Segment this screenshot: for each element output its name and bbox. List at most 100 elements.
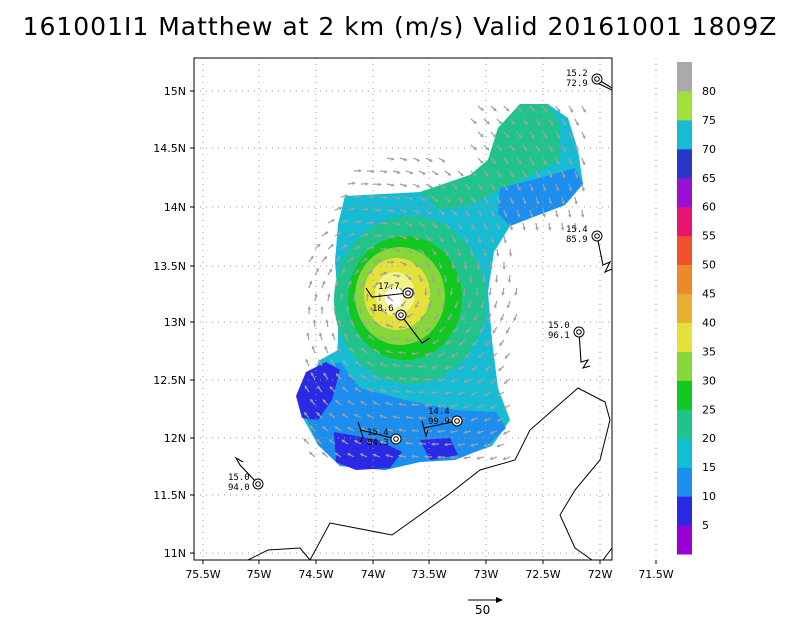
wind-vector-head — [322, 399, 327, 403]
wind-vector-head — [347, 426, 351, 431]
map-frame — [193, 57, 613, 561]
wind-vector-head — [504, 187, 508, 191]
wind-vector-head — [360, 374, 365, 378]
wind-vector-head — [424, 429, 428, 433]
colorbar-swatch — [677, 90, 692, 121]
wind-vector-head — [529, 213, 534, 218]
colorbar-swatch — [677, 322, 692, 352]
wind-vector-head — [391, 157, 395, 161]
station-circle — [402, 287, 414, 299]
wind-vector-head — [487, 317, 491, 321]
wind-vector-head — [492, 134, 497, 138]
wind-vector-head — [411, 428, 415, 433]
wind-vector-head — [305, 359, 309, 363]
wind-vector-head — [504, 355, 509, 359]
colorbar-label: 50 — [702, 259, 716, 272]
wind-vector-head — [385, 401, 389, 406]
wind-vector-head — [316, 243, 321, 248]
wind-vector-head — [431, 442, 435, 446]
wind-vector-head — [342, 269, 346, 273]
wind-vector-head — [324, 231, 329, 235]
wind-vector-head — [443, 279, 448, 283]
station-dot — [405, 290, 411, 296]
wind-vector-head — [477, 239, 482, 244]
wind-vector-head — [325, 319, 330, 323]
wind-vector-head — [341, 413, 346, 417]
wind-vector-head — [479, 329, 483, 334]
wind-vector-head — [549, 174, 553, 178]
wind-vector-head — [498, 121, 503, 125]
wind-vector-head — [351, 232, 355, 236]
wind-vector-head — [480, 107, 484, 111]
wind-vector-head — [497, 392, 502, 397]
wind-vector-head — [567, 214, 572, 218]
wind-vector-head — [562, 122, 566, 126]
wind-vector-head — [517, 187, 521, 191]
wind-vector-head — [581, 161, 586, 165]
wind-vector-head — [549, 148, 553, 152]
wind-vector-head — [481, 279, 486, 283]
wind-vector-head — [377, 258, 382, 263]
wind-vector-head — [560, 227, 565, 231]
wind-vector-head — [358, 220, 362, 224]
wind-vector-head — [491, 186, 496, 191]
wind-vector-head — [391, 234, 395, 239]
wind-vector-head — [450, 378, 455, 383]
wind-vector-head — [441, 211, 445, 216]
wind-vector-head — [409, 223, 413, 227]
wind-vector-head — [304, 412, 308, 416]
wind-vector-head — [409, 197, 413, 201]
wind-vector-head — [458, 225, 463, 230]
wind-vector-head — [464, 379, 468, 383]
wind-vector-head — [524, 147, 528, 152]
wind-vector-head — [478, 213, 482, 217]
wind-vector-head — [561, 201, 565, 205]
wind-vector-head — [403, 262, 407, 266]
lat-tick-label: 12N — [164, 432, 186, 445]
wind-vector-head — [441, 185, 445, 189]
wind-vector-head — [536, 174, 540, 178]
wind-vector-head — [356, 334, 360, 338]
wind-vector-head — [397, 273, 401, 278]
wind-vector-head — [557, 108, 561, 113]
wind-vector-head — [315, 268, 319, 272]
lon-tick-label: 74.5W — [298, 568, 333, 581]
station-dot — [594, 76, 600, 82]
station-speed: 14.4 — [428, 407, 450, 417]
station-pressure: 85.9 — [566, 235, 588, 245]
wind-vector-head — [496, 226, 501, 231]
wind-vector-head — [311, 345, 316, 350]
wind-vector-head — [582, 135, 586, 139]
wind-vector-head — [403, 209, 407, 214]
wind-vector-head — [462, 292, 467, 296]
colorbar-swatch — [677, 438, 692, 468]
wind-vector-head — [367, 414, 371, 418]
wind-vector-head — [415, 263, 419, 268]
wind-vector-head — [347, 400, 352, 404]
colorbar-swatch — [677, 264, 692, 295]
wind-vector-head — [535, 227, 539, 231]
wind-vector-head — [381, 309, 385, 313]
wind-vector-head — [367, 440, 371, 444]
wind-vector-head — [499, 342, 503, 346]
colorbar-swatch — [677, 496, 692, 526]
wind-vector-head — [403, 235, 407, 240]
wind-vector-head — [361, 348, 365, 352]
wind-vector-head — [543, 161, 547, 165]
wind-barb — [596, 235, 613, 274]
wind-vector-head — [372, 453, 377, 458]
lat-tick-label: 14N — [164, 201, 186, 214]
wind-barb — [421, 420, 458, 438]
wind-vector-head — [446, 225, 450, 229]
wind-vector-head — [486, 342, 490, 346]
wind-vector-head — [416, 184, 420, 188]
wind-vector-head — [517, 160, 522, 165]
wind-vector-head — [380, 336, 384, 340]
wind-vector-head — [459, 341, 463, 346]
wind-vector-head — [510, 173, 514, 178]
wind-vector-head — [431, 390, 435, 395]
wind-vector-head — [530, 161, 534, 165]
wind-vector-head — [476, 456, 480, 460]
wind-vector-head — [543, 134, 548, 139]
wind-vector-head — [329, 413, 333, 417]
